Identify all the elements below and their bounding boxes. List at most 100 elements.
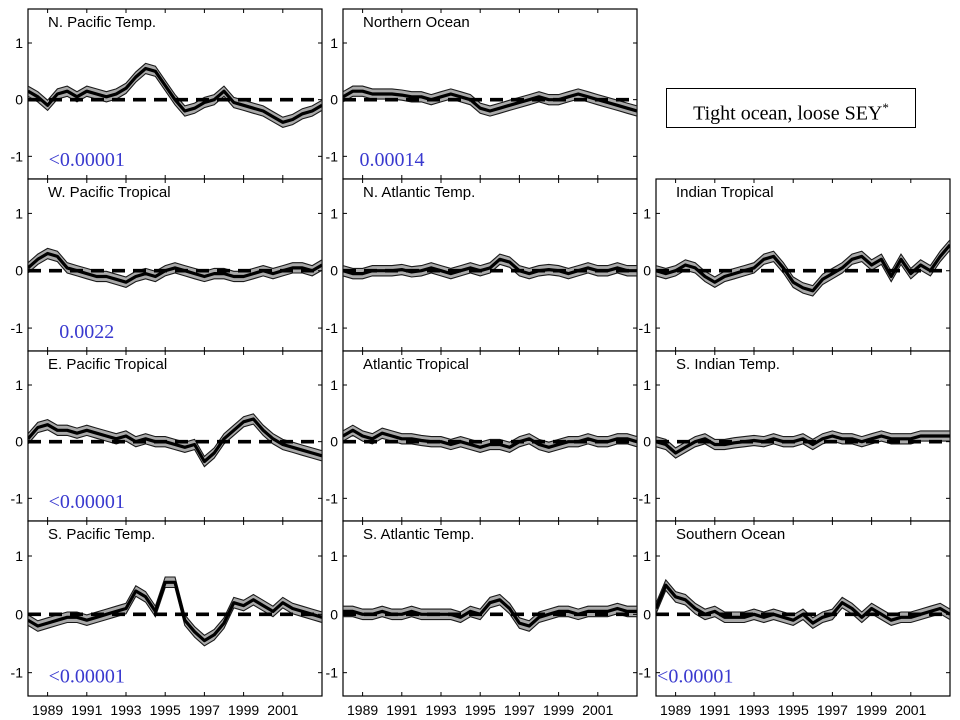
- y-tick-label: 1: [330, 548, 338, 564]
- plot-area: [343, 85, 637, 117]
- y-tick-label: -1: [11, 320, 24, 336]
- panel-title: Atlantic Tropical: [363, 356, 469, 373]
- plot-area: [343, 424, 637, 453]
- plot-area: [28, 413, 322, 468]
- y-tick-label: 0: [643, 606, 651, 622]
- p-value-label: <0.00001: [657, 666, 733, 688]
- x-tick-label: 1993: [110, 702, 141, 718]
- panel-title: S. Pacific Temp.: [48, 526, 155, 543]
- p-value-label: 0.0022: [59, 321, 114, 343]
- series-line: [28, 417, 322, 464]
- x-tick-label: 1993: [738, 702, 769, 718]
- y-tick-label: 1: [15, 205, 23, 221]
- y-tick-label: -1: [11, 665, 24, 681]
- series-line: [656, 243, 950, 293]
- series-line: [656, 434, 950, 455]
- y-tick-label: 0: [643, 263, 651, 279]
- y-tick-label: 1: [330, 377, 338, 393]
- plot-area: [28, 247, 322, 288]
- x-tick-label: 1989: [347, 702, 378, 718]
- panel-southern-ocean: 1 0 -1 1989 1991 1993 1995 1997 1999 2001 Southern…: [639, 520, 951, 718]
- panel-title: S. Indian Temp.: [676, 356, 780, 373]
- y-tick-label: -1: [326, 320, 339, 336]
- y-tick-label: -1: [11, 148, 24, 164]
- y-tick-label: 1: [643, 205, 651, 221]
- x-tick-label: 1991: [386, 702, 417, 718]
- x-tick-label: 1995: [778, 702, 809, 718]
- x-tick-label: 1989: [660, 702, 691, 718]
- panel-title: S. Atlantic Temp.: [363, 526, 474, 543]
- plot-area: [656, 430, 950, 459]
- p-value-label: <0.00001: [49, 149, 125, 171]
- y-tick-label: 1: [15, 35, 23, 51]
- series-line: [28, 580, 322, 643]
- panel-n-atlantic-temp: 1 0 -1 N. Atlantic Temp.: [326, 178, 638, 352]
- y-tick-label: 0: [15, 263, 23, 279]
- y-tick-label: 1: [15, 548, 23, 564]
- y-tick-label: 1: [643, 377, 651, 393]
- panel-title: W. Pacific Tropical: [48, 184, 171, 201]
- panel-s-indian-temp: 1 0 -1 S. Indian Temp.: [639, 350, 951, 522]
- series-line: [343, 257, 637, 276]
- y-tick-label: 0: [15, 92, 23, 108]
- y-tick-label: 0: [330, 92, 338, 108]
- y-tick-label: 1: [15, 377, 23, 393]
- confidence-band: [343, 85, 637, 117]
- x-tick-label: 1995: [150, 702, 181, 718]
- x-tick-label: 2001: [582, 702, 613, 718]
- legend-text: Tight ocean, loose SEY: [693, 102, 883, 125]
- p-value-label: <0.00001: [49, 666, 125, 688]
- x-tick-label: 1991: [699, 702, 730, 718]
- plot-area: [28, 576, 322, 647]
- series-line: [28, 251, 322, 284]
- p-value-label: <0.00001: [49, 491, 125, 513]
- y-tick-label: 0: [330, 606, 338, 622]
- series-line: [343, 89, 637, 113]
- x-tick-label: 1999: [543, 702, 574, 718]
- panel-indian-tropical: 1 0 -1 Indian Tropical: [639, 178, 951, 352]
- panel-s-pacific-temp: 1 0 -1 1989 1991 1993 1995 1997 1999 2001 S. Pacif…: [11, 520, 323, 718]
- panel-title: Southern Ocean: [676, 526, 785, 543]
- y-tick-label: 0: [330, 434, 338, 450]
- legend-box: Tight ocean, loose SEY*: [666, 88, 916, 128]
- panel-w-pacific-tropical: 1 0 -1 W. Pacific Tropical 0.0022: [11, 178, 323, 352]
- y-tick-label: 1: [330, 35, 338, 51]
- panel-atlantic-tropical: 1 0 -1 Atlantic Tropical: [326, 350, 638, 522]
- y-tick-label: 0: [643, 434, 651, 450]
- x-tick-label: 1989: [32, 702, 63, 718]
- y-tick-label: 0: [15, 434, 23, 450]
- y-tick-label: 1: [643, 548, 651, 564]
- panel-title: N. Atlantic Temp.: [363, 184, 475, 201]
- plot-area: [28, 62, 322, 128]
- y-tick-label: -1: [11, 490, 24, 506]
- plot-area: [343, 253, 637, 280]
- y-tick-label: -1: [639, 490, 652, 506]
- x-tick-label: 1995: [465, 702, 496, 718]
- y-tick-label: -1: [326, 665, 339, 681]
- x-tick-label: 1997: [817, 702, 848, 718]
- confidence-band: [343, 424, 637, 453]
- panel-northern-ocean: 1 0 -1 Northern Ocean 0.00014: [326, 8, 638, 180]
- p-value-label: 0.00014: [360, 149, 425, 171]
- plot-area: [343, 593, 637, 632]
- panel-title: Northern Ocean: [363, 14, 470, 31]
- x-tick-label: 1993: [425, 702, 456, 718]
- legend-superscript: *: [882, 100, 889, 115]
- y-tick-label: 0: [330, 263, 338, 279]
- y-tick-label: -1: [326, 490, 339, 506]
- x-tick-label: 2001: [267, 702, 298, 718]
- x-tick-label: 1997: [504, 702, 535, 718]
- x-tick-label: 1999: [228, 702, 259, 718]
- y-tick-label: 1: [330, 205, 338, 221]
- confidence-band: [28, 62, 322, 128]
- y-tick-label: -1: [639, 320, 652, 336]
- panel-title: Indian Tropical: [676, 184, 774, 201]
- y-tick-label: 0: [15, 606, 23, 622]
- panel-title: E. Pacific Tropical: [48, 356, 167, 373]
- plot-area: [656, 238, 950, 297]
- plot-area: [656, 578, 950, 629]
- x-tick-label: 1997: [189, 702, 220, 718]
- y-tick-label: -1: [326, 148, 339, 164]
- y-tick-label: -1: [639, 665, 652, 681]
